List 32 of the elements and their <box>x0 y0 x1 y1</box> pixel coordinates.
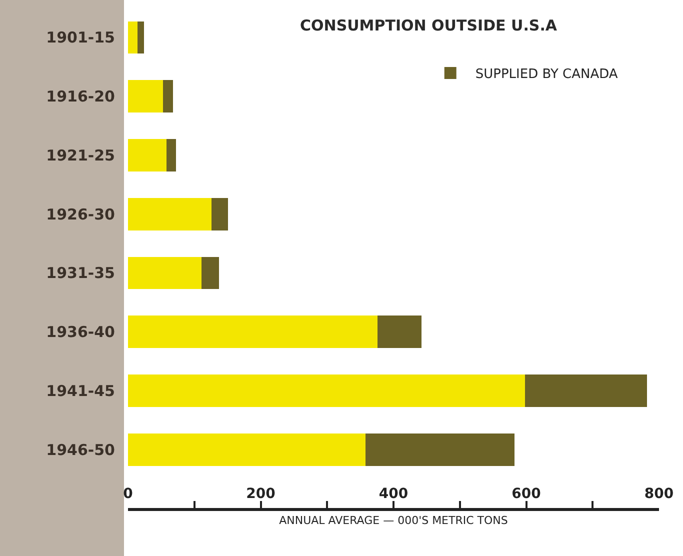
bar <box>202 256 219 290</box>
bar <box>128 256 202 290</box>
bar <box>128 139 166 172</box>
y-tick-label: 1901-15 <box>46 28 115 47</box>
x-tick-label: 600 <box>512 486 542 502</box>
x-tick-label: 800 <box>644 486 674 502</box>
chart-title: CONSUMPTION OUTSIDE U.S.A <box>300 16 558 34</box>
y-tick-label: 1921-25 <box>46 146 115 164</box>
bar <box>128 374 525 407</box>
bar <box>128 198 212 230</box>
y-tick-label: 1941-45 <box>46 382 115 400</box>
bar <box>524 374 648 407</box>
x-tick-label: 400 <box>378 486 408 502</box>
bar <box>366 433 514 466</box>
x-tick-label: 200 <box>246 486 276 502</box>
bar <box>137 21 144 54</box>
bar <box>163 80 174 112</box>
bar <box>128 80 164 112</box>
x-axis-title: ANNUAL AVERAGE — 000'S METRIC TONS <box>279 514 508 528</box>
y-tick-label: 1936-40 <box>46 323 115 342</box>
y-tick-label: 1916-20 <box>46 88 115 106</box>
bar <box>128 21 138 54</box>
legend-label: SUPPLIED BY CANADA <box>475 67 618 82</box>
bar <box>166 139 176 172</box>
y-tick-label: 1931-35 <box>46 264 115 282</box>
bar <box>128 433 366 466</box>
bar <box>128 316 378 348</box>
bar <box>378 316 422 348</box>
bar <box>212 198 228 230</box>
y-tick-label: 1946-50 <box>46 440 115 459</box>
x-tick-label: 0 <box>123 486 134 502</box>
y-tick-label: 1926-30 <box>46 205 115 224</box>
